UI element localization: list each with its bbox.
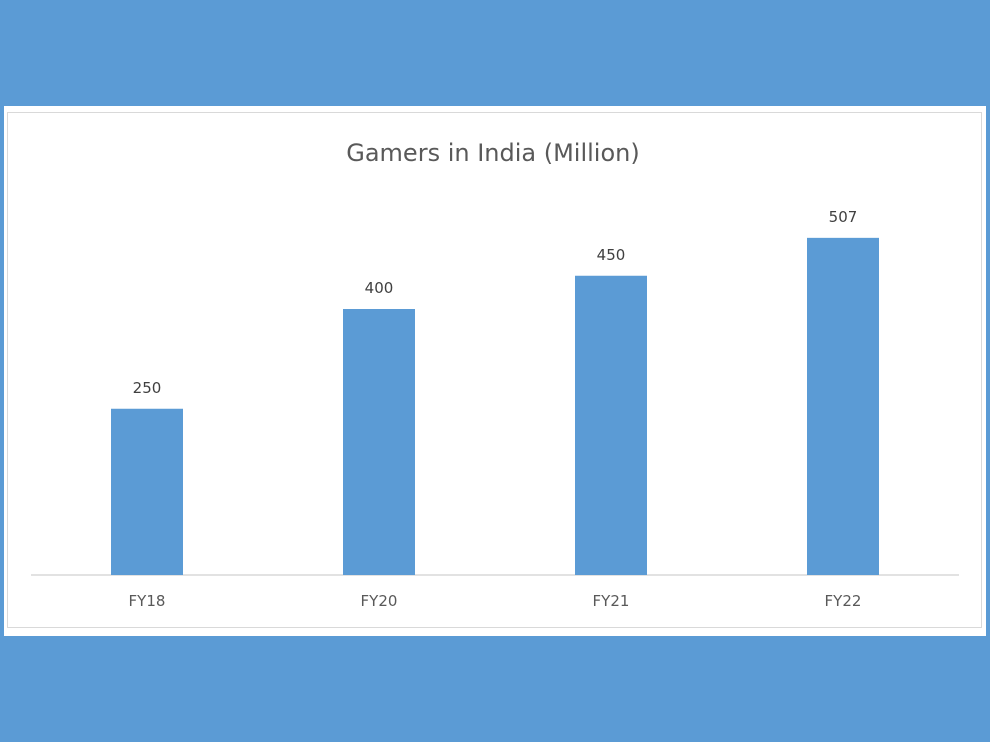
x-tick-label-fy20: FY20 (361, 592, 398, 610)
data-label-fy21: 450 (597, 246, 626, 264)
x-tick-label-fy21: FY21 (593, 592, 630, 610)
x-tick-label-fy22: FY22 (825, 592, 862, 610)
bar-fy22 (807, 237, 879, 575)
bar-fy21 (575, 275, 647, 575)
bar-fy18 (111, 408, 183, 575)
data-label-fy20: 400 (365, 279, 394, 297)
chart-title: Gamers in India (Million) (346, 139, 639, 167)
bottom-banner (0, 636, 990, 742)
data-label-fy18: 250 (133, 379, 162, 397)
data-label-fy22: 507 (829, 208, 858, 226)
top-banner (0, 0, 990, 106)
x-tick-label-fy18: FY18 (129, 592, 166, 610)
bars-group: 250 FY18 400 FY20 450 FY21 507 FY22 (111, 208, 879, 610)
chart-panel: Gamers in India (Million) 250 FY18 400 FY20… (4, 106, 986, 636)
bar-chart: Gamers in India (Million) 250 FY18 400 FY20… (31, 139, 959, 610)
bar-fy20 (343, 309, 415, 575)
chart-frame (7, 112, 982, 628)
